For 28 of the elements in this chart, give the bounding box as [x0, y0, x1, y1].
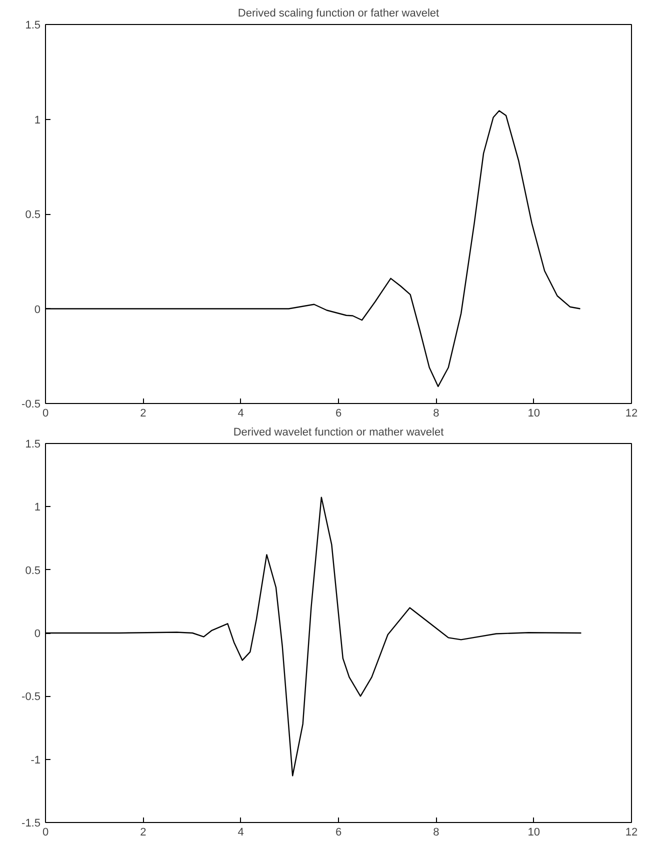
- x-tick-label: 8: [433, 826, 440, 838]
- x-tick-label: 4: [238, 408, 244, 420]
- x-tick-label: 12: [625, 826, 638, 838]
- y-tick-label: -1: [30, 754, 40, 766]
- y-tick-label: 1: [34, 114, 41, 126]
- x-tick-label: 0: [42, 408, 49, 420]
- x-tick-label: 6: [335, 408, 342, 420]
- x-tick-label: 4: [238, 826, 244, 838]
- x-tick-label: 0: [42, 826, 49, 838]
- chart-title: Derived wavelet function or mather wavelet: [233, 426, 444, 438]
- y-tick-label: 1: [34, 502, 41, 514]
- x-tick-label: 2: [140, 826, 146, 838]
- x-tick-label: 10: [528, 408, 540, 420]
- chart-title: Derived scaling function or father wavelet: [238, 8, 440, 20]
- y-tick-label: 1.5: [25, 438, 41, 450]
- x-tick-label: 2: [140, 408, 146, 420]
- x-tick-label: 8: [433, 408, 440, 420]
- y-tick-label: 0.5: [25, 564, 41, 577]
- y-tick-label: 0: [34, 628, 41, 640]
- x-tick-label: 10: [528, 826, 540, 838]
- y-tick-label: 0: [34, 304, 41, 316]
- y-tick-label: 0.5: [25, 209, 41, 221]
- y-tick-label: -0.5: [22, 691, 41, 704]
- x-tick-label: 12: [625, 408, 638, 420]
- x-tick-label: 6: [335, 826, 342, 838]
- y-tick-label: 1.5: [25, 20, 41, 32]
- y-tick-label: -1.5: [22, 818, 41, 830]
- y-tick-label: -0.5: [22, 398, 41, 410]
